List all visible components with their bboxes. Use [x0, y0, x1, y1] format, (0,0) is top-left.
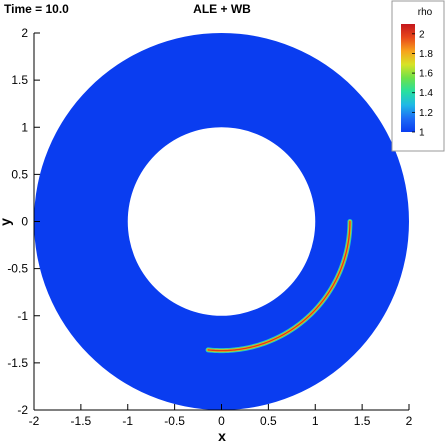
- colorbar-ticks: 2 1.8 1.6 1.4 1.2 1: [412, 29, 433, 139]
- plot-area: [34, 33, 409, 410]
- annulus-domain: [34, 33, 409, 410]
- y-tick-label: -2: [17, 403, 28, 417]
- x-tick-label: 0.5: [260, 414, 277, 428]
- chart-title: ALE + WB: [193, 2, 251, 16]
- colorbar-tick-label: 1.8: [419, 49, 433, 60]
- y-tick-label: -1: [17, 309, 28, 323]
- colorbar-title: rho: [418, 7, 433, 18]
- y-tick-label: 0.5: [11, 167, 28, 181]
- x-axis-title: x: [218, 428, 226, 444]
- y-tick-label: 2: [21, 26, 28, 40]
- colorbar-legend: rho 2 1.8 1.6 1.4 1.2 1: [391, 0, 445, 152]
- y-tick-label: -0.5: [7, 262, 28, 276]
- y-tick-label: -1.5: [7, 356, 28, 370]
- colorbar-tick-label: 1.2: [419, 108, 433, 119]
- density-arc-band: [207, 220, 351, 352]
- x-tick-label: 1.5: [354, 414, 371, 428]
- x-tick-label: -1.5: [71, 414, 92, 428]
- y-ticks: -2 -1.5 -1 -0.5 0 0.5 1 1.5 2: [7, 26, 40, 417]
- x-tick-label: 0: [218, 414, 225, 428]
- y-axis-title: y: [0, 218, 13, 226]
- colorbar-gradient: [401, 24, 415, 132]
- legend-box: [391, 0, 445, 152]
- colorbar-tick-label: 1: [419, 128, 425, 139]
- density-arc: [205, 219, 353, 354]
- colorbar-tick-label: 1.6: [419, 69, 433, 80]
- y-tick-label: 1.5: [11, 73, 28, 87]
- y-tick-label: 1: [21, 120, 28, 134]
- x-tick-label: -2: [29, 414, 40, 428]
- x-tick-label: -0.5: [164, 414, 185, 428]
- y-tick-label: 0: [21, 215, 28, 229]
- colorbar-tick-label: 1.4: [419, 88, 433, 99]
- x-tick-label: -1: [122, 414, 133, 428]
- x-ticks: -2 -1.5 -1 -0.5 0 0.5 1 1.5 2: [29, 404, 413, 428]
- colorbar-tick-label: 2: [419, 29, 425, 40]
- x-tick-label: 2: [406, 414, 413, 428]
- time-label: Time = 10.0: [4, 2, 69, 16]
- x-tick-label: 1: [312, 414, 319, 428]
